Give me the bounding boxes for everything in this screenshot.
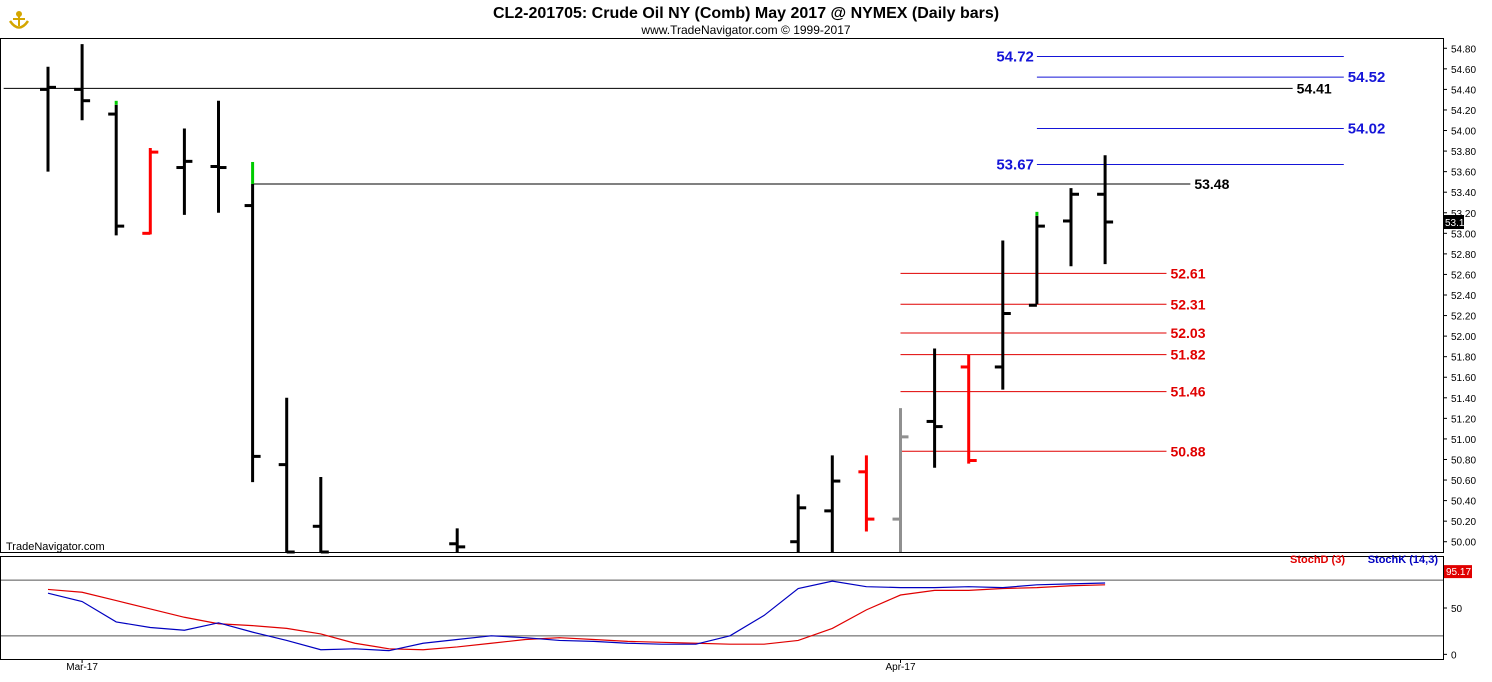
y-tick-label: 50.40 xyxy=(1451,497,1476,508)
ohlc-bar xyxy=(1028,211,1045,307)
ohlc-bar xyxy=(994,240,1011,390)
ohlc-bar xyxy=(74,44,91,121)
y-tick-label: 51.20 xyxy=(1451,414,1476,425)
y-tick-label: 53.60 xyxy=(1451,168,1476,179)
stoch-series-k xyxy=(47,580,1106,652)
y-tick-label: 50.20 xyxy=(1451,517,1476,528)
current-price-label: 53.11 xyxy=(1445,218,1470,229)
price-axis: 54.80 54.60 54.40 54.20 54.00 53.80 53.60 53.40… xyxy=(1443,44,1476,549)
level-label: 54.52 xyxy=(1348,69,1386,86)
price-levels: 54.72 54.52 54.41 54.02 53.67 53.48 52.61 52.31… xyxy=(3,49,1386,459)
chart-title: CL2-201705: Crude Oil NY (Comb) May 2017… xyxy=(493,5,999,22)
stoch-y-tick-label: 0 xyxy=(1451,650,1457,661)
y-tick-label: 53.20 xyxy=(1451,209,1476,220)
stoch-lines xyxy=(47,580,1106,652)
y-tick-label: 54.40 xyxy=(1451,85,1476,96)
y-tick-label: 52.20 xyxy=(1451,312,1476,323)
ohlc-bar xyxy=(278,397,295,554)
ohlc-bar xyxy=(790,494,807,552)
y-tick-label: 51.40 xyxy=(1451,394,1476,405)
ohlc-bar xyxy=(108,100,125,236)
date-axis: Mar-17 Apr-17 xyxy=(66,659,916,673)
stoch-grid xyxy=(1,579,1443,637)
y-tick-label: 54.80 xyxy=(1451,44,1476,55)
y-tick-label: 50.60 xyxy=(1451,476,1476,487)
ohlc-bar xyxy=(449,528,466,552)
level-label: 54.72 xyxy=(996,49,1034,66)
y-tick-label: 50.00 xyxy=(1451,538,1476,549)
ohlc-bar xyxy=(210,100,227,213)
ohlc-bar xyxy=(244,161,261,483)
logo-icon xyxy=(8,11,30,29)
y-tick-label: 54.20 xyxy=(1451,106,1476,117)
y-tick-label: 51.80 xyxy=(1451,353,1476,364)
level-label: 54.02 xyxy=(1348,120,1386,137)
y-tick-label: 53.80 xyxy=(1451,147,1476,158)
level-label: 53.67 xyxy=(996,156,1034,173)
ohlc-bar xyxy=(858,455,875,532)
ohlc-bar xyxy=(1097,155,1114,265)
level-label: 54.41 xyxy=(1297,80,1332,96)
stoch-axis: 50 0 95.17 xyxy=(1443,565,1472,661)
ohlc-bar xyxy=(142,147,159,235)
ohlc-bar xyxy=(312,476,329,554)
y-tick-label: 51.60 xyxy=(1451,373,1476,384)
level-label: 51.82 xyxy=(1170,347,1205,363)
ohlc-bar xyxy=(824,455,841,552)
level-label: 50.88 xyxy=(1170,443,1205,459)
level-label: 51.46 xyxy=(1170,384,1205,400)
ohlc-bar xyxy=(926,348,943,468)
y-tick-label: 54.00 xyxy=(1451,127,1476,138)
stoch-y-tick-label: 50 xyxy=(1451,604,1463,615)
x-tick-label: Mar-17 xyxy=(66,662,98,673)
level-label: 52.31 xyxy=(1170,296,1205,312)
ohlc-bars xyxy=(40,44,1114,554)
stoch-panel xyxy=(0,556,1444,660)
y-tick-label: 52.60 xyxy=(1451,270,1476,281)
ohlc-bar xyxy=(40,66,56,172)
y-tick-label: 54.60 xyxy=(1451,65,1476,76)
copyright-text: www.TradeNavigator.com © 1999-2017 xyxy=(640,23,850,37)
y-tick-label: 50.80 xyxy=(1451,455,1476,466)
y-tick-label: 52.80 xyxy=(1451,250,1476,261)
y-tick-label: 51.00 xyxy=(1451,435,1476,446)
ohlc-bar xyxy=(960,354,977,464)
ohlc-bar xyxy=(176,128,193,215)
level-label: 52.61 xyxy=(1170,265,1205,281)
legend-stochk: StochK (14,3) xyxy=(1368,554,1439,566)
y-tick-label: 52.00 xyxy=(1451,332,1476,343)
ohlc-bar xyxy=(1063,188,1079,267)
ohlc-bar xyxy=(892,408,909,552)
y-tick-label: 52.40 xyxy=(1451,291,1476,302)
stoch-current-badge xyxy=(1444,565,1472,579)
y-tick-label: 53.40 xyxy=(1451,188,1476,199)
current-price-badge xyxy=(1444,215,1464,230)
legend-stochd: StochD (3) xyxy=(1290,554,1345,566)
price-panel xyxy=(0,38,1444,553)
level-label: 53.48 xyxy=(1194,176,1229,192)
stoch-current-label: 95.17 xyxy=(1446,567,1471,578)
x-tick-label: Apr-17 xyxy=(885,662,915,673)
watermark: TradeNavigator.com xyxy=(6,541,105,553)
level-label: 52.03 xyxy=(1170,325,1205,341)
y-tick-label: 53.00 xyxy=(1451,229,1476,240)
